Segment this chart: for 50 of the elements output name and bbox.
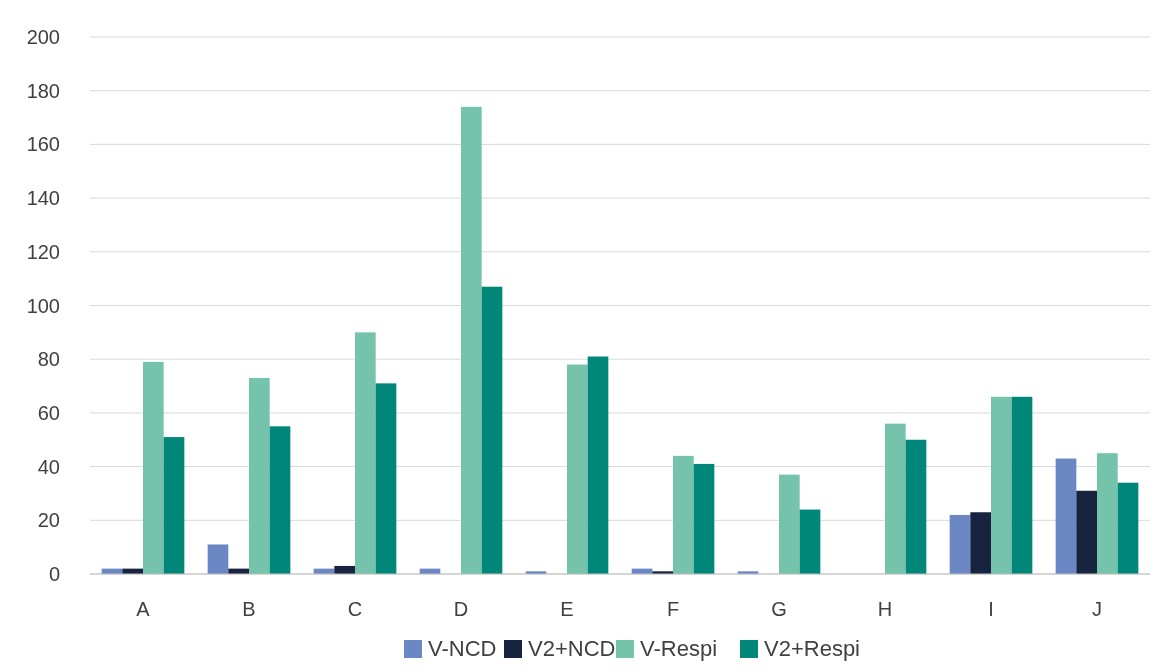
x-tick-label: G [771,598,787,620]
bar [207,544,229,574]
bar [991,396,1012,574]
legend-label: V-NCD [428,636,497,661]
x-tick-label: H [877,598,893,620]
bar [949,514,971,574]
y-tick-label: 200 [26,26,60,48]
bar [481,286,503,574]
y-tick-label: 0 [48,563,60,585]
bar [163,437,185,574]
bar [587,356,609,574]
y-tick-label: 80 [37,348,60,371]
y-tick-label: 160 [26,133,60,156]
bar [693,463,715,574]
x-tick-label: C [347,598,363,620]
x-tick-label: A [136,598,151,620]
y-tick-label: 40 [37,455,60,478]
bar [779,474,800,574]
x-tick-label: F [666,598,680,620]
y-tick-label: 60 [37,401,60,424]
bar [970,512,991,574]
bar [885,423,906,574]
legend-label: V2+NCD [528,636,616,661]
bar [567,364,588,574]
bar [799,509,821,574]
y-tick-label: 100 [26,294,60,317]
bar [1097,453,1118,574]
bar [1117,482,1139,574]
bar [375,383,397,574]
bar [673,455,694,574]
bar [461,106,482,574]
x-tick-label: B [242,598,256,620]
bar [1011,396,1033,574]
y-tick-label: 20 [37,509,60,532]
x-tick-label: E [560,598,574,620]
x-tick-label: D [453,598,469,620]
y-tick-label: 180 [26,79,60,102]
bar [355,332,376,574]
bar [249,378,270,574]
bar [269,426,291,574]
legend-label: V2+Respi [764,636,861,661]
bar [1076,490,1097,574]
y-tick-label: 120 [26,240,60,263]
x-tick-label: J [1092,598,1102,620]
bar [143,361,164,574]
y-tick-label: 140 [26,187,60,210]
x-tick-label: I [988,598,994,620]
bar [1055,458,1077,574]
legend-label: V-Respi [640,636,718,661]
bar [905,439,927,574]
